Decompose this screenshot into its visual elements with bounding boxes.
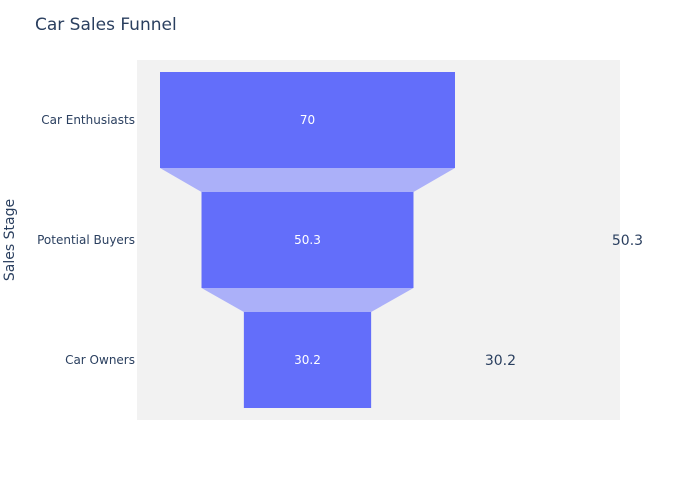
y-axis-ticks: Car Enthusiasts Potential Buyers Car Owner… <box>37 113 135 367</box>
funnel-connector <box>201 288 414 312</box>
y-tick-label: Potential Buyers <box>37 233 135 247</box>
y-tick-label: Car Enthusiasts <box>41 113 135 127</box>
chart-title: Car Sales Funnel <box>35 15 177 35</box>
y-tick-label: Car Owners <box>65 353 135 367</box>
funnel-bars <box>160 72 455 408</box>
bar-outside-value-label: 30.2 <box>485 353 516 369</box>
funnel-bar[interactable] <box>243 312 372 408</box>
bar-inside-value-label: 50.3 <box>294 233 321 247</box>
funnel-bar[interactable] <box>160 72 455 168</box>
bar-inside-value-label: 70 <box>300 113 315 127</box>
funnel-connector <box>160 168 455 192</box>
outside-value-labels: 70.050.330.2 <box>485 233 643 369</box>
funnel-connectors <box>160 168 455 312</box>
bar-outside-value-label: 50.3 <box>612 233 643 249</box>
y-axis-title: Sales Stage <box>2 199 18 281</box>
funnel-bar[interactable] <box>201 192 414 288</box>
inside-value-labels: 70 50.3 30.2 <box>294 113 321 367</box>
bar-inside-value-label: 30.2 <box>294 353 321 367</box>
